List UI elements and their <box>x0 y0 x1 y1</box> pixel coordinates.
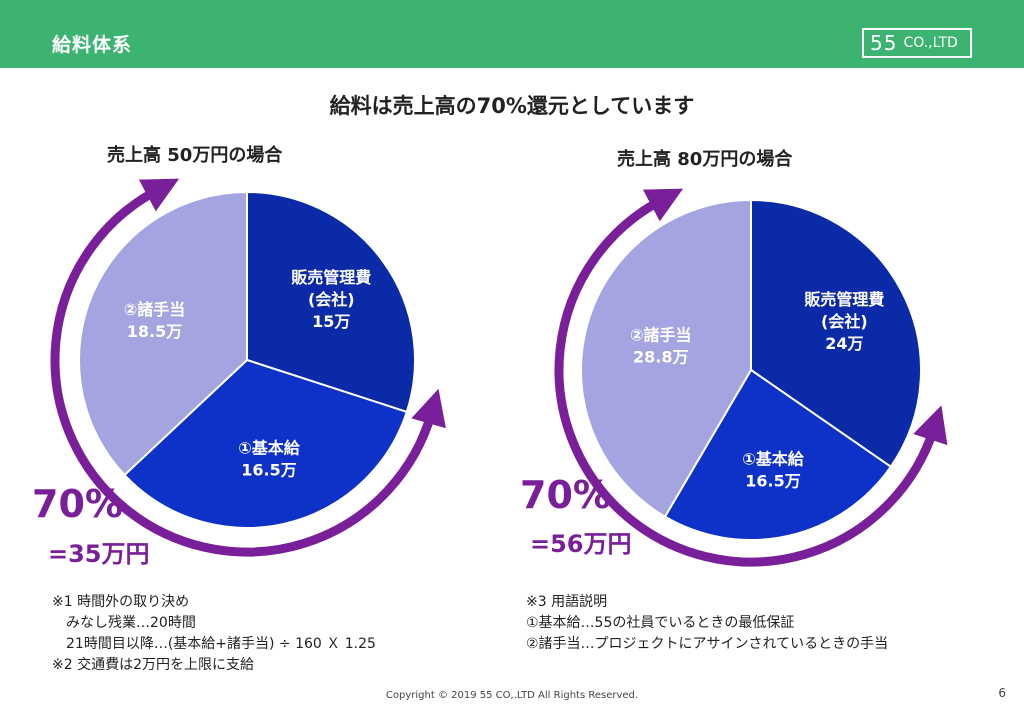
pie-2-slice-3 <box>580 198 752 519</box>
headline: 給料は売上高の70%還元としています <box>329 94 695 118</box>
header-bar: 給料体系 55 CO.,LTD <box>0 0 1024 68</box>
pie-2-amount-label: =56万円 <box>530 530 632 558</box>
chart-2-title: 売上高 80万円の場合 <box>617 149 793 170</box>
pie-2-slice-3-label: ②諸手当 28.8万 <box>630 325 692 366</box>
notes-right: ※3 用語説明 ①基本給…55の社員でいるときの最低保証 ②諸手当…プロジェクト… <box>526 594 889 652</box>
pie-2-slice-2 <box>663 368 893 541</box>
pie-2-arrow <box>554 188 938 567</box>
pie-2-slice-2-label: ①基本給 16.5万 <box>742 450 805 491</box>
logo-number: 55 <box>870 31 898 55</box>
pie-1-slice-3-label: ②諸手当 18.5万 <box>124 300 186 341</box>
company-logo: 55 CO.,LTD <box>862 28 972 58</box>
pie-1-arrow <box>50 178 436 557</box>
pie-1-percent-label: 70% <box>32 482 123 526</box>
pie-1-slice-1 <box>246 190 416 414</box>
pie-2-slice-1-label: 販売管理費(会社) 24万 <box>804 290 884 353</box>
pie-1-slice-3 <box>78 190 248 477</box>
pie-1-slice-2-label: ①基本給 16.5万 <box>238 438 301 479</box>
pie-2-percent-label: 70% <box>520 473 611 517</box>
chart-1-title: 売上高 50万円の場合 <box>107 145 283 166</box>
pie-chart-1: 販売管理費(会社) 15万 ①基本給 16.5万 ②諸手当 18.5万 70% =35万円 <box>32 178 446 568</box>
pie-1-slice-2 <box>123 358 409 529</box>
page-title: 給料体系 <box>52 34 133 56</box>
pie-2-arrow-tail <box>913 405 948 457</box>
logo-suffix: CO.,LTD <box>903 35 958 51</box>
pie-1-amount-label: =35万円 <box>48 540 150 568</box>
pie-1-arrow-tail <box>411 388 446 440</box>
notes-left: ※1 時間外の取り決め みなし残業…20時間 21時間目以降…(基本給+諸手当)… <box>52 594 376 673</box>
page-number: 6 <box>998 686 1006 700</box>
copyright-footer: Copyright © 2019 55 CO,.LTD All Rights R… <box>385 690 639 701</box>
pie-chart-2: 販売管理費(会社) 24万 ①基本給 16.5万 ②諸手当 28.8万 70% =56万円 <box>520 188 948 567</box>
pie-1-slice-1-label: 販売管理費(会社) 15万 <box>291 268 371 331</box>
pie-2-slice-1 <box>750 198 922 469</box>
